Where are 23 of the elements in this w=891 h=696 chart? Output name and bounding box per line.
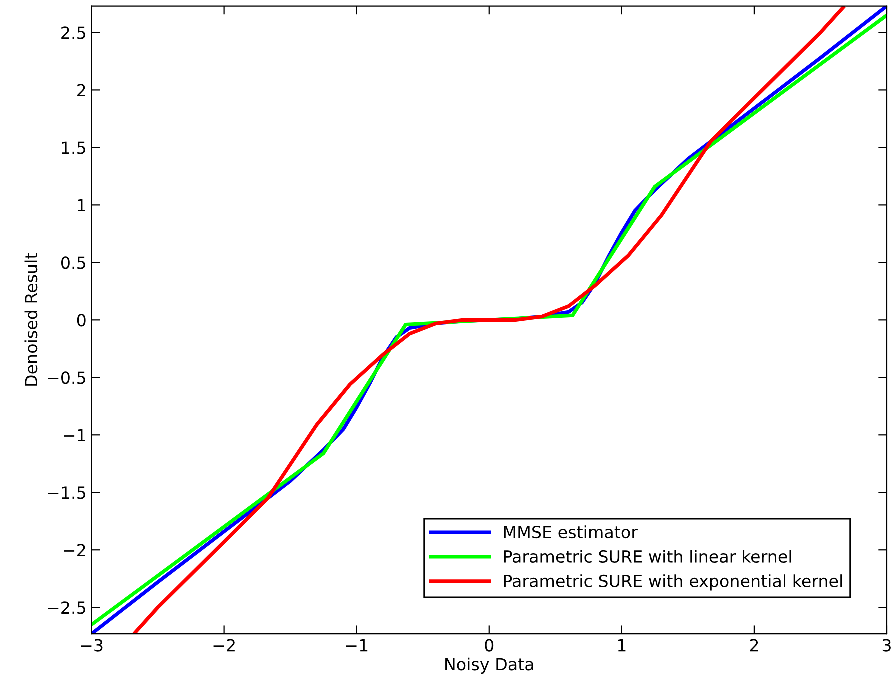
legend-label: Parametric SURE with exponential kernel [504, 574, 842, 591]
y-axis-title: Denoised Result [24, 253, 38, 386]
y-tick-label: 2 [78, 84, 86, 97]
x-tick-label: 2 [750, 639, 758, 652]
y-tick-label: 1.5 [62, 142, 86, 154]
x-tick-label: 1 [618, 639, 626, 652]
y-tick-label: −0.5 [48, 372, 86, 384]
x-tick-label: −3 [81, 639, 103, 652]
legend-label: Parametric SURE with linear kernel [504, 550, 792, 564]
x-tick-label: 3 [882, 639, 891, 652]
x-tick-label: −2 [214, 639, 235, 652]
y-tick-label: 2.5 [62, 26, 86, 40]
y-tick-label: −2 [64, 544, 86, 556]
y-tick-label: 0 [77, 314, 86, 327]
y-tick-label: −2.5 [48, 602, 86, 614]
y-tick-label: −1.5 [48, 486, 86, 500]
x-axis-title: Noisy Data [446, 658, 534, 674]
x-tick-label: 0 [485, 639, 494, 652]
y-tick-label: −1 [64, 429, 86, 442]
legend-label: MMSE estimator [504, 526, 638, 539]
y-tick-label: 1 [78, 199, 86, 212]
y-tick-label: 0.5 [62, 256, 86, 270]
x-tick-label: −1 [346, 639, 368, 652]
